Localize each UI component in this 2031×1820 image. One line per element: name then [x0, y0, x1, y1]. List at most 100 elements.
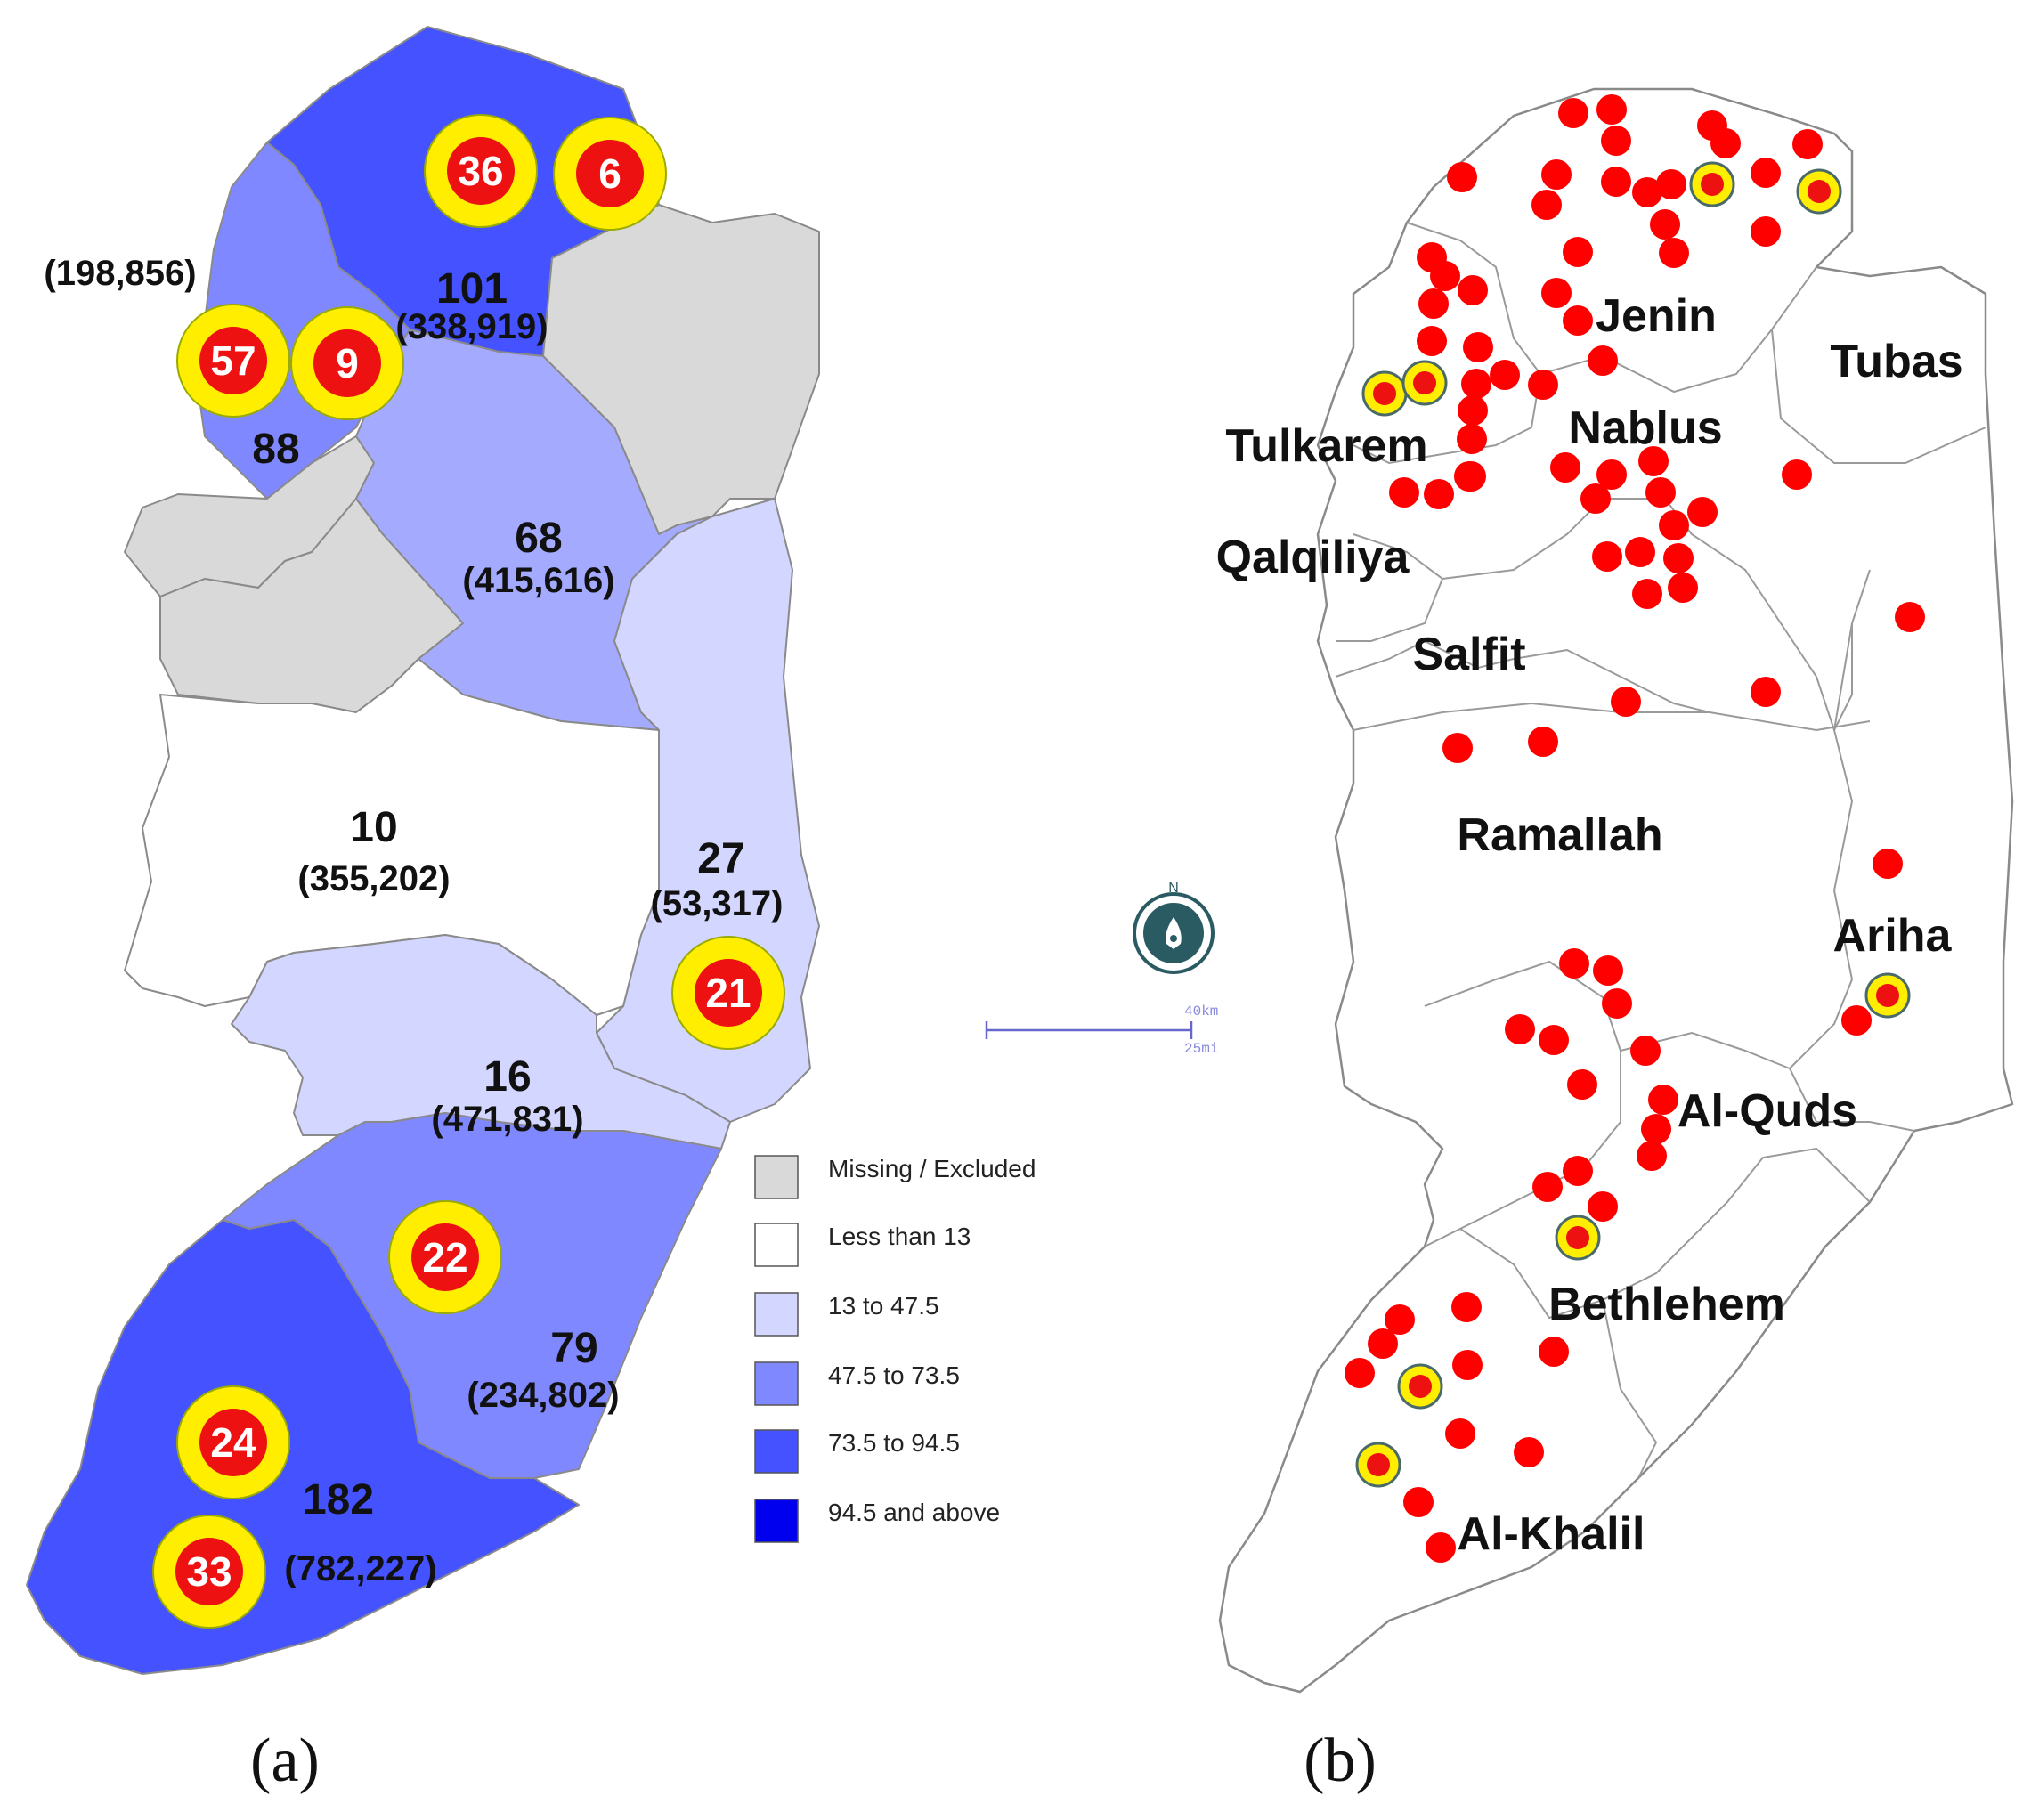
svg-text:22: 22: [422, 1234, 467, 1280]
district-name: Jenin: [1596, 290, 1717, 342]
pop-tulkarem: (198,856): [44, 254, 196, 293]
district-name: Tulkarem: [1225, 420, 1427, 472]
pop-ramallah: (355,202): [297, 859, 450, 898]
count-tulkarem: 88: [252, 426, 299, 473]
legend-item: Less than 13: [754, 1223, 971, 1267]
case-dot: [1451, 1292, 1482, 1322]
case-dot: [1588, 1191, 1618, 1222]
case-dot: [1895, 602, 1925, 632]
case-dot: [1541, 278, 1572, 308]
case-dot: [1514, 1437, 1544, 1467]
district-boundary: [1602, 1299, 1658, 1479]
case-dot: [1632, 579, 1662, 609]
case-dot: [1563, 237, 1593, 267]
case-dot: [1454, 461, 1484, 492]
legend-item: 47.5 to 73.5: [754, 1361, 960, 1406]
case-dot: [1592, 541, 1622, 572]
count-bethlehem: 79: [550, 1325, 597, 1372]
svg-text:33: 33: [186, 1548, 232, 1595]
case-dot: [1648, 1085, 1678, 1115]
case-dot: [1751, 216, 1781, 247]
case-dot: [1663, 543, 1694, 573]
case-dot: [1490, 360, 1520, 390]
panel-a-labels: 101 (338,919) 88 (198,856) 68 (415,616) …: [44, 254, 783, 1588]
case-dot: [1458, 395, 1488, 426]
case-dot: [1452, 1350, 1483, 1380]
district-name: Al-Khalil: [1458, 1508, 1645, 1560]
case-dot: [1580, 483, 1611, 514]
case-dot: [1782, 459, 1812, 490]
case-dot: [1630, 1036, 1661, 1066]
case-dot: [1563, 305, 1593, 336]
case-dot: [1638, 446, 1669, 476]
case-dot: [1430, 261, 1460, 291]
case-dot: [1641, 1114, 1671, 1144]
case-dot: [1541, 159, 1572, 190]
svg-text:Less than 13: Less than 13: [828, 1223, 971, 1250]
case-dot: [1558, 98, 1588, 128]
case-dot: [1417, 326, 1447, 356]
legend-item: 94.5 and above: [754, 1499, 1000, 1543]
panel-b-dots: [1345, 94, 1925, 1563]
district-name: Tubas: [1830, 336, 1962, 387]
north-arrow: N: [1133, 881, 1215, 974]
panel-b-labels: Jenin Tubas Tulkarem Nablus Qalqiliya Sa…: [1216, 290, 1963, 1560]
pop-ariha: (53,317): [651, 884, 784, 923]
case-dot: [1345, 1358, 1375, 1388]
count-ariha: 27: [697, 835, 744, 882]
case-dot: [1601, 167, 1631, 197]
district-name: Qalqiliya: [1216, 532, 1410, 583]
case-dot: [1710, 128, 1741, 158]
district-name: Ramallah: [1457, 809, 1662, 861]
case-dot: [1563, 1156, 1593, 1186]
district-boundary: [1424, 960, 1621, 1247]
panel-a-badges: 36 6 57 9 21 22 24: [152, 114, 785, 1629]
district-boundary: [1442, 498, 1853, 733]
case-dot: [1505, 1014, 1535, 1044]
case-dot: [1539, 1025, 1569, 1055]
count-alkhalil: 182: [303, 1476, 374, 1523]
case-dot: [1445, 1418, 1475, 1449]
district-boundary: [1459, 1147, 1871, 1320]
case-dot: [1596, 94, 1627, 125]
case-dot: [1532, 1172, 1563, 1202]
case-dot: [1442, 733, 1473, 763]
panel-a-label: (a): [250, 1727, 320, 1795]
svg-text:6: 6: [598, 150, 621, 197]
case-dot: [1593, 955, 1623, 986]
ringed-dot: [1689, 161, 1735, 207]
svg-text:9: 9: [336, 340, 359, 386]
ringed-dot: [1796, 168, 1842, 215]
case-dot: [1368, 1328, 1398, 1359]
case-dot: [1841, 1005, 1872, 1036]
badge: 22: [388, 1200, 502, 1314]
ringed-dot: [1397, 1363, 1443, 1410]
case-dot: [1528, 727, 1558, 757]
ringed-dot: [1355, 1442, 1401, 1488]
case-dot: [1403, 1487, 1434, 1517]
case-dot: [1461, 369, 1491, 399]
case-dot: [1458, 275, 1488, 305]
panel-a-map: [26, 26, 820, 1675]
case-dot: [1418, 288, 1449, 319]
svg-text:57: 57: [210, 337, 256, 384]
district-name: Ariha: [1833, 910, 1953, 962]
pop-alkhalil: (782,227): [284, 1549, 436, 1588]
case-dot: [1873, 849, 1903, 879]
badge: 33: [152, 1515, 266, 1629]
count-alquds: 16: [483, 1053, 531, 1101]
legend-item: 13 to 47.5: [754, 1292, 939, 1337]
badge: 57: [176, 304, 290, 418]
scale-mi: 25mi: [1184, 1041, 1218, 1057]
pop-jenin: (338,919): [395, 307, 548, 346]
svg-text:21: 21: [705, 970, 751, 1016]
district-name: Bethlehem: [1548, 1279, 1785, 1330]
case-dot: [1602, 988, 1632, 1019]
svg-text:36: 36: [458, 148, 503, 194]
district-name: Al-Quds: [1678, 1085, 1857, 1137]
svg-text:24: 24: [210, 1419, 256, 1466]
ringed-dot: [1361, 370, 1408, 417]
district-boundary: [1336, 533, 1444, 642]
pop-bethlehem: (234,802): [467, 1376, 619, 1415]
badge: 36: [424, 114, 538, 228]
